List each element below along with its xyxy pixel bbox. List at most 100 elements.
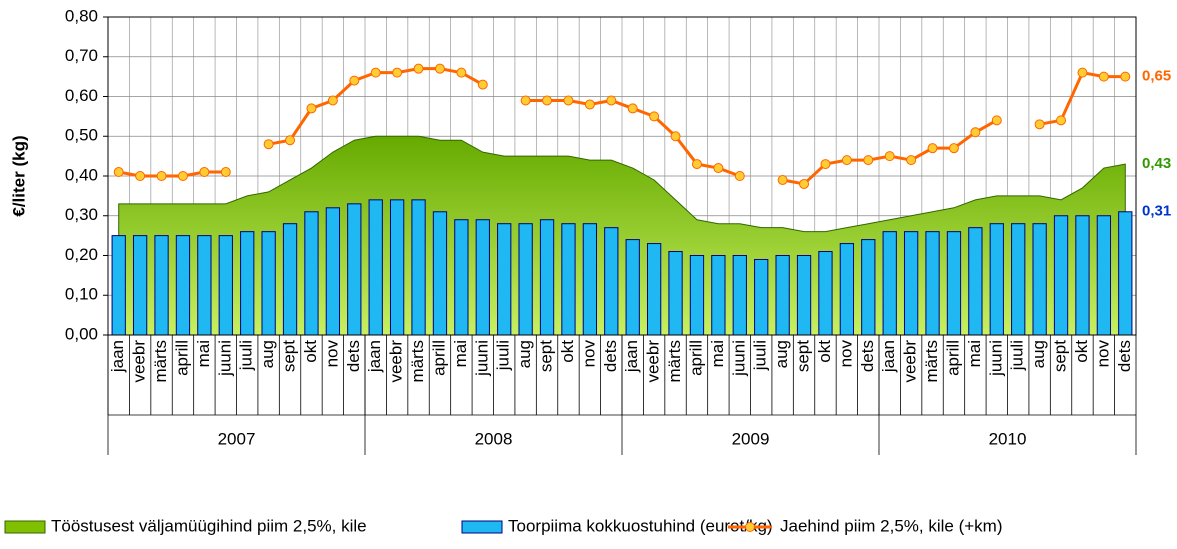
line-marker	[306, 103, 317, 114]
legend-label: Tööstusest väljamüügihind piim 2,5%, kil…	[51, 516, 367, 535]
x-tick-label: juuli	[1008, 340, 1027, 371]
line-marker	[1120, 71, 1131, 82]
line-marker	[649, 111, 660, 122]
x-tick-label: aug	[772, 340, 791, 368]
x-tick-label: dets	[1115, 340, 1134, 372]
x-tick-label: juuni	[729, 340, 748, 377]
line-marker	[285, 135, 296, 146]
line-marker	[734, 171, 745, 181]
line-marker	[434, 63, 445, 74]
bar	[454, 219, 469, 336]
line-marker	[627, 103, 638, 114]
bar	[989, 223, 1004, 336]
x-tick-label: sept	[537, 340, 556, 372]
x-tick-label: mai	[194, 340, 213, 367]
line-marker	[927, 143, 938, 154]
data-label: 0,43	[1142, 155, 1171, 172]
legend-label: Toorpiima kokkuostuhind (eurot/kg)	[508, 516, 773, 535]
line-marker	[970, 127, 981, 138]
bar	[775, 255, 790, 336]
y-tick-label: 0,50	[65, 126, 98, 145]
line-marker	[327, 95, 338, 106]
line-marker	[220, 167, 231, 178]
x-tick-label: jaan	[365, 340, 384, 373]
bar	[796, 255, 812, 336]
bar	[304, 211, 319, 336]
line-marker	[884, 151, 895, 162]
line-marker	[841, 155, 852, 166]
y-tick-label: 0,10	[65, 285, 98, 304]
bar	[668, 251, 683, 336]
group-label: 2007	[218, 429, 256, 448]
line-marker	[563, 95, 574, 106]
x-tick-label: mai	[708, 340, 727, 367]
bar	[818, 251, 833, 336]
line-marker	[777, 174, 788, 185]
x-tick-label: okt	[558, 340, 577, 363]
line-marker	[606, 95, 617, 106]
x-tick-label: dets	[601, 340, 620, 372]
group-label: 2010	[989, 429, 1027, 448]
x-tick-label: veebr	[901, 340, 920, 383]
x-tick-label: aug	[1029, 340, 1048, 368]
bar	[261, 231, 276, 336]
bar	[946, 231, 962, 336]
group-label: 2009	[732, 429, 770, 448]
bar	[497, 223, 512, 336]
x-tick-label: aprill	[686, 340, 705, 376]
line-marker	[177, 171, 188, 181]
bar	[711, 255, 726, 336]
x-tick-label: veebr	[644, 340, 663, 383]
line-marker	[991, 115, 1002, 126]
x-tick-label: jaan	[622, 340, 641, 373]
bar	[368, 199, 383, 336]
x-tick-label: okt	[815, 340, 834, 363]
line-marker	[456, 67, 467, 78]
bar	[582, 223, 598, 336]
bar	[411, 199, 426, 336]
bar	[1032, 223, 1047, 336]
x-tick-label: märts	[665, 340, 684, 383]
x-tick-label: veebr	[387, 340, 406, 383]
x-tick-label: aprill	[943, 340, 962, 376]
legend-swatch	[745, 522, 755, 532]
y-tick-label: 0,70	[65, 46, 98, 65]
bar	[1053, 215, 1069, 336]
y-tick-label: 0,40	[65, 165, 98, 184]
bar	[325, 207, 341, 336]
x-tick-label: aug	[515, 340, 534, 368]
bar	[518, 223, 533, 336]
line-marker	[906, 155, 917, 166]
bar	[861, 239, 876, 336]
line-marker	[156, 171, 167, 181]
x-tick-label: jaan	[108, 340, 127, 373]
bar	[432, 211, 448, 336]
bar	[754, 258, 769, 336]
x-tick-label: aprill	[172, 340, 191, 376]
bar	[903, 231, 919, 336]
line-marker	[1056, 115, 1067, 126]
line-marker	[820, 159, 831, 170]
line-marker	[349, 75, 360, 86]
bar	[1096, 215, 1112, 336]
data-label: 0,65	[1142, 68, 1171, 85]
bar	[539, 219, 555, 336]
x-tick-label: sept	[1051, 340, 1070, 372]
x-tick-label: juuni	[215, 340, 234, 377]
x-tick-label: märts	[408, 340, 427, 383]
y-axis-label: €/liter (kg)	[9, 135, 28, 216]
bar	[154, 235, 169, 336]
legend-swatch	[461, 520, 503, 534]
x-tick-label: nov	[1093, 340, 1112, 368]
line-marker	[691, 159, 702, 170]
x-tick-label: juuni	[986, 340, 1005, 377]
bar	[218, 235, 233, 336]
bar	[389, 199, 405, 336]
bar	[882, 231, 897, 336]
legend-label: Jaehind piim 2,5%, kile (+km)	[780, 516, 1003, 535]
x-tick-label: dets	[344, 340, 363, 372]
bar	[646, 243, 662, 336]
x-tick-label: sept	[280, 340, 299, 372]
bar	[732, 255, 747, 336]
line-marker	[713, 163, 724, 174]
